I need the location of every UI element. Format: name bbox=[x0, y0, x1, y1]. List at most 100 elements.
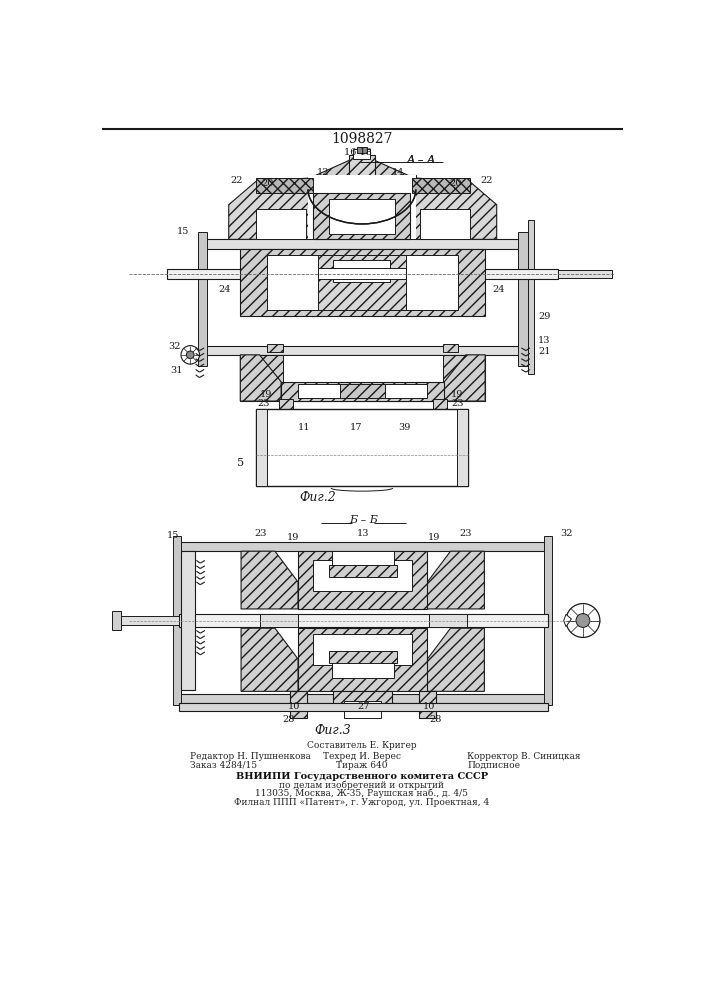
Bar bbox=[518, 232, 527, 366]
Bar bbox=[559, 270, 612, 278]
Text: Филнал ППП «Патент», г. Ужгород, ул. Проектная, 4: Филнал ППП «Патент», г. Ужгород, ул. Про… bbox=[234, 798, 489, 807]
Text: 28: 28 bbox=[429, 715, 441, 724]
Bar bbox=[335, 175, 389, 195]
Bar bbox=[334, 260, 390, 282]
Text: 15: 15 bbox=[176, 227, 189, 236]
Bar bbox=[267, 255, 458, 310]
Text: Тираж 640: Тираж 640 bbox=[337, 761, 387, 770]
Text: 27: 27 bbox=[357, 702, 370, 711]
Text: 20: 20 bbox=[450, 179, 462, 188]
Text: Редактор Н. Пушненкова: Редактор Н. Пушненкова bbox=[190, 752, 311, 761]
Bar bbox=[318, 268, 406, 279]
Bar bbox=[179, 542, 549, 551]
Text: Корректор В. Синицкая: Корректор В. Синицкая bbox=[467, 752, 581, 761]
Bar bbox=[313, 560, 412, 591]
Text: Б – Б: Б – Б bbox=[349, 515, 378, 525]
Text: 23: 23 bbox=[451, 399, 464, 408]
Bar bbox=[429, 614, 467, 627]
Bar bbox=[329, 651, 397, 663]
Text: 19: 19 bbox=[451, 390, 464, 399]
Polygon shape bbox=[241, 551, 298, 609]
Text: 17: 17 bbox=[349, 424, 362, 432]
Polygon shape bbox=[563, 614, 571, 627]
Bar bbox=[167, 269, 559, 279]
Bar bbox=[179, 614, 549, 627]
Bar bbox=[298, 384, 428, 398]
Text: 16 18: 16 18 bbox=[344, 148, 372, 157]
Bar bbox=[332, 659, 394, 678]
Text: Составитель Е. Кригер: Составитель Е. Кригер bbox=[307, 741, 416, 750]
Bar bbox=[329, 199, 395, 234]
Bar bbox=[179, 703, 549, 711]
Bar bbox=[250, 268, 285, 280]
Bar bbox=[329, 565, 397, 577]
Text: Подписное: Подписное bbox=[467, 761, 520, 770]
Text: 1098827: 1098827 bbox=[331, 132, 392, 146]
Text: 12: 12 bbox=[317, 168, 329, 177]
Text: 5: 5 bbox=[237, 458, 244, 468]
Bar bbox=[440, 268, 475, 280]
Circle shape bbox=[187, 351, 194, 359]
Text: 10: 10 bbox=[423, 702, 435, 711]
Bar bbox=[173, 536, 181, 705]
Text: 22: 22 bbox=[481, 176, 493, 185]
Bar bbox=[334, 691, 392, 707]
Bar bbox=[354, 149, 370, 158]
Bar bbox=[349, 155, 375, 178]
Bar bbox=[267, 344, 283, 352]
Polygon shape bbox=[308, 155, 416, 189]
Bar bbox=[318, 255, 406, 310]
Circle shape bbox=[181, 346, 199, 364]
Polygon shape bbox=[428, 628, 484, 691]
Polygon shape bbox=[428, 551, 484, 609]
Text: 11: 11 bbox=[298, 424, 310, 432]
Text: по делам изобретений и открытий: по делам изобретений и открытий bbox=[279, 781, 445, 790]
Bar bbox=[117, 616, 179, 625]
Text: 39: 39 bbox=[398, 424, 411, 432]
Text: 23: 23 bbox=[460, 529, 472, 538]
Polygon shape bbox=[240, 355, 281, 401]
Bar bbox=[181, 551, 195, 690]
Text: 14: 14 bbox=[392, 168, 404, 177]
Text: 20: 20 bbox=[261, 179, 274, 188]
Text: Техред И. Верес: Техред И. Верес bbox=[323, 752, 401, 761]
Bar bbox=[204, 346, 520, 355]
Text: Фиг.2: Фиг.2 bbox=[299, 491, 336, 504]
Text: 24: 24 bbox=[492, 285, 505, 294]
Bar bbox=[313, 634, 412, 665]
Bar bbox=[204, 239, 520, 249]
Bar bbox=[457, 409, 468, 486]
Bar bbox=[291, 691, 308, 718]
Bar bbox=[112, 611, 121, 630]
Text: 32: 32 bbox=[560, 529, 572, 538]
Bar bbox=[298, 551, 428, 609]
Circle shape bbox=[576, 614, 590, 627]
Bar bbox=[412, 178, 469, 193]
Bar bbox=[419, 691, 436, 718]
Bar bbox=[281, 382, 444, 401]
Bar bbox=[179, 694, 549, 703]
Text: 21: 21 bbox=[538, 347, 551, 356]
Text: 29: 29 bbox=[538, 312, 551, 321]
Text: 15: 15 bbox=[167, 531, 180, 540]
Bar bbox=[259, 614, 298, 627]
Text: 19: 19 bbox=[287, 533, 300, 542]
Bar bbox=[198, 232, 207, 366]
Text: 13: 13 bbox=[538, 336, 551, 345]
Bar bbox=[332, 551, 394, 570]
Text: 31: 31 bbox=[170, 366, 182, 375]
Bar bbox=[279, 399, 293, 410]
Polygon shape bbox=[308, 175, 416, 189]
Text: Заказ 4284/15: Заказ 4284/15 bbox=[190, 761, 257, 770]
Text: 113035, Москва, Ж-35, Раушская наб., д. 4/5: 113035, Москва, Ж-35, Раушская наб., д. … bbox=[255, 789, 469, 798]
Bar bbox=[283, 355, 443, 382]
Text: 13: 13 bbox=[357, 529, 370, 538]
Text: 23: 23 bbox=[257, 399, 269, 408]
Bar bbox=[356, 147, 368, 153]
Text: 22: 22 bbox=[230, 176, 243, 185]
Bar bbox=[240, 355, 485, 401]
Polygon shape bbox=[412, 178, 497, 239]
Bar bbox=[313, 193, 411, 239]
Bar bbox=[256, 409, 468, 486]
Bar bbox=[527, 220, 534, 374]
